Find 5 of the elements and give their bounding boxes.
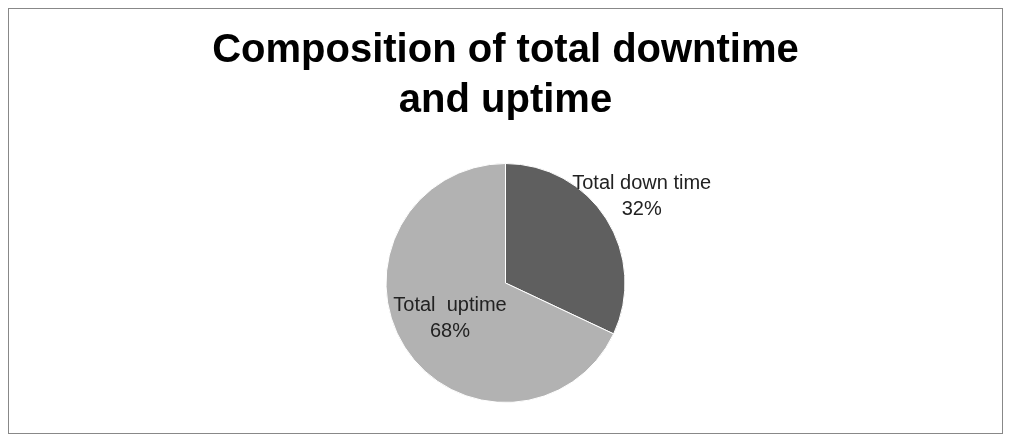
slice-label: Total uptime	[393, 292, 507, 315]
chart-title: Composition of total downtime and uptime	[211, 25, 800, 122]
slice-label: Total down time	[572, 171, 712, 194]
data-label: 68%	[429, 318, 471, 341]
data-label: 32%	[621, 197, 662, 220]
